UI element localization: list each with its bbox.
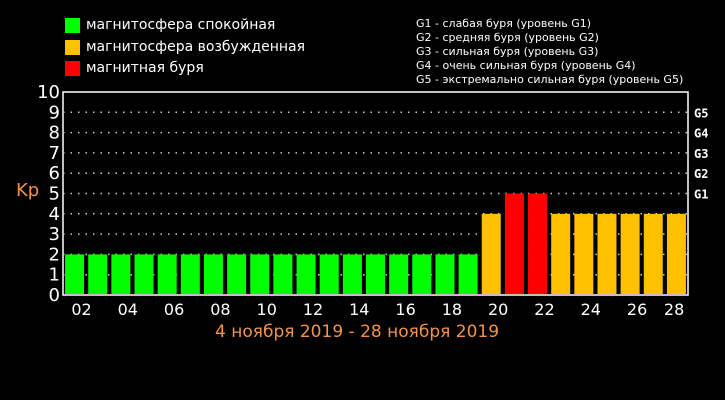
bar (574, 213, 594, 294)
bar (227, 254, 247, 294)
x-tick-label: 22 (534, 300, 554, 319)
x-tick-label: 10 (257, 300, 277, 319)
bar (134, 254, 154, 294)
legend-item-active: магнитосфера возбужденная (65, 38, 305, 56)
x-tick-label: 18 (442, 300, 462, 319)
y-tick-label: 9 (49, 102, 60, 123)
x-tick-label: 02 (71, 300, 91, 319)
bar (458, 254, 478, 294)
x-tick-label: 04 (118, 300, 138, 319)
x-tick-label: 24 (581, 300, 601, 319)
bar (620, 213, 640, 294)
storm-level-g1: G1 - слабая буря (уровень G1) (416, 17, 592, 30)
bar (273, 254, 293, 294)
y-tick-label: 0 (49, 285, 60, 306)
right-tick-label: G2 (694, 167, 708, 181)
bar (597, 213, 617, 294)
right-tick-label: G3 (694, 147, 708, 161)
x-tick-label: 16 (395, 300, 415, 319)
storm-level-g3: G3 - сильная буря (уровень G3) (416, 45, 599, 58)
x-tick-label: 06 (164, 300, 184, 319)
x-tick-label: 20 (488, 300, 508, 319)
y-tick-label: 6 (49, 163, 60, 184)
y-tick-label: 3 (49, 224, 60, 245)
bar (551, 213, 571, 294)
legend-label-quiet: магнитосфера спокойная (86, 17, 276, 33)
right-tick-label: G5 (694, 106, 708, 120)
bar (296, 254, 316, 294)
bar (88, 254, 108, 294)
bar (342, 254, 362, 294)
storm-level-list: G1 - слабая буря (уровень G1) G2 - средн… (416, 17, 683, 87)
legend-swatch-active (65, 39, 80, 55)
storm-level-g2: G2 - средняя буря (уровень G2) (416, 31, 599, 44)
bar (250, 254, 270, 294)
legend-label-storm: магнитная буря (86, 60, 204, 76)
legend-label-active: магнитосфера возбужденная (86, 39, 306, 55)
bar (366, 254, 385, 294)
legend-swatch-quiet (65, 17, 80, 33)
bar (180, 254, 200, 294)
legend-item-quiet: магнитосфера спокойная (65, 16, 275, 34)
x-tick-label: 26 (627, 300, 647, 319)
storm-level-g5: G5 - экстремально сильная буря (уровень … (416, 73, 684, 86)
legend-swatch-storm (65, 60, 80, 76)
y-tick-label: 7 (49, 143, 60, 164)
y-tick-label: 10 (37, 82, 60, 103)
bar (481, 213, 501, 294)
bar (504, 193, 524, 294)
x-axis-label: 4 ноября 2019 - 28 ноября 2019 (215, 322, 500, 342)
bar (412, 254, 432, 294)
right-tick-label: G1 (694, 188, 708, 202)
bar (319, 254, 339, 294)
legend-item-storm: магнитная буря (65, 59, 204, 77)
right-tick-label: G4 (694, 127, 708, 141)
bar (65, 254, 85, 294)
bar (157, 254, 177, 294)
bar (389, 254, 409, 294)
bar (666, 213, 686, 294)
y-tick-label: 1 (49, 265, 60, 286)
storm-level-g4: G4 - очень сильная буря (уровень G4) (416, 59, 636, 72)
y-tick-label: 2 (49, 244, 60, 265)
x-tick-label: 14 (349, 300, 369, 319)
bar (528, 193, 548, 294)
bar (111, 254, 131, 294)
x-tick-label: 08 (210, 300, 230, 319)
y-tick-label: 5 (49, 184, 60, 205)
y-tick-label: 4 (49, 204, 60, 225)
y-axis-label: Kp (16, 180, 40, 201)
bar (203, 254, 223, 294)
bar (643, 213, 663, 294)
bar (435, 254, 455, 294)
x-tick-label: 12 (303, 300, 323, 319)
x-tick-label: 28 (664, 300, 684, 319)
y-tick-label: 8 (49, 123, 60, 144)
